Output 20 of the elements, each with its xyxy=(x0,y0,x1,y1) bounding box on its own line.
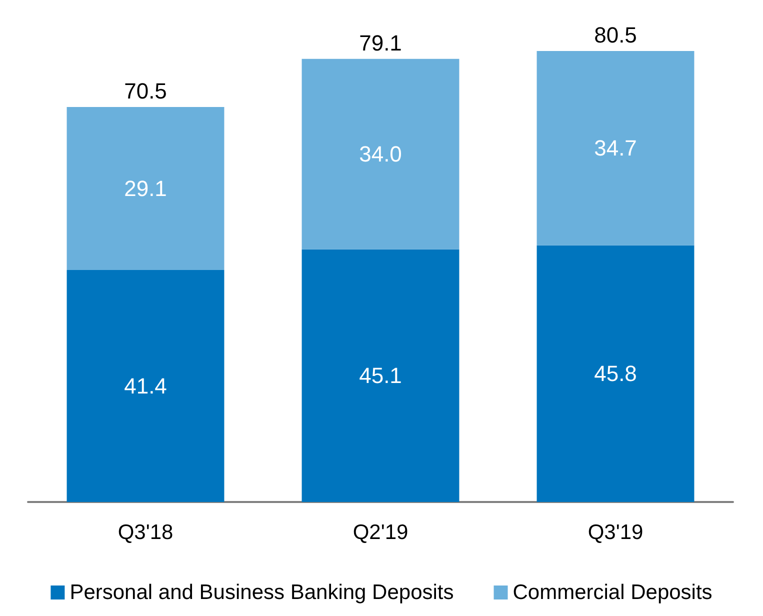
bar xyxy=(536,245,694,502)
data-label: 34.7 xyxy=(594,136,637,161)
total-label: 79.1 xyxy=(359,30,402,56)
legend-label: Personal and Business Banking Deposits xyxy=(70,581,454,604)
data-label: 29.1 xyxy=(124,176,167,202)
legend-label: Commercial Deposits xyxy=(512,581,712,604)
data-label: 34.0 xyxy=(359,142,402,167)
x-tick-label: Q3'19 xyxy=(588,521,644,544)
bar xyxy=(302,249,460,502)
data-label: 45.1 xyxy=(359,363,402,388)
bar xyxy=(66,270,224,502)
total-label: 80.5 xyxy=(594,22,637,48)
bar xyxy=(302,58,460,250)
data-label: 45.8 xyxy=(594,361,637,386)
bar xyxy=(66,107,224,270)
x-tick-label: Q2'19 xyxy=(352,521,408,544)
x-tick-label: Q3'18 xyxy=(118,521,174,544)
bar xyxy=(536,51,694,246)
total-label: 70.5 xyxy=(124,78,167,104)
data-label: 41.4 xyxy=(124,374,167,399)
